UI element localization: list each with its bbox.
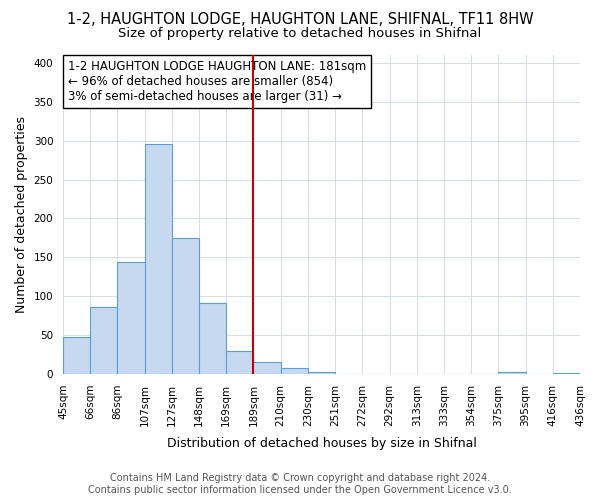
X-axis label: Distribution of detached houses by size in Shifnal: Distribution of detached houses by size …: [167, 437, 476, 450]
Bar: [226, 350, 253, 374]
Text: 1-2 HAUGHTON LODGE HAUGHTON LANE: 181sqm
← 96% of detached houses are smaller (8: 1-2 HAUGHTON LODGE HAUGHTON LANE: 181sqm…: [68, 60, 367, 103]
Bar: [199, 303, 226, 374]
Text: Contains HM Land Registry data © Crown copyright and database right 2024.
Contai: Contains HM Land Registry data © Crown c…: [88, 474, 512, 495]
Text: Size of property relative to detached houses in Shifnal: Size of property relative to detached ho…: [118, 28, 482, 40]
Bar: [90, 307, 118, 374]
Bar: [145, 144, 172, 374]
Bar: [253, 362, 281, 374]
Text: 1-2, HAUGHTON LODGE, HAUGHTON LANE, SHIFNAL, TF11 8HW: 1-2, HAUGHTON LODGE, HAUGHTON LANE, SHIF…: [67, 12, 533, 28]
Y-axis label: Number of detached properties: Number of detached properties: [15, 116, 28, 313]
Bar: [172, 238, 199, 374]
Bar: [499, 372, 526, 374]
Bar: [118, 262, 145, 374]
Bar: [281, 368, 308, 374]
Bar: [63, 338, 90, 374]
Bar: [308, 372, 335, 374]
